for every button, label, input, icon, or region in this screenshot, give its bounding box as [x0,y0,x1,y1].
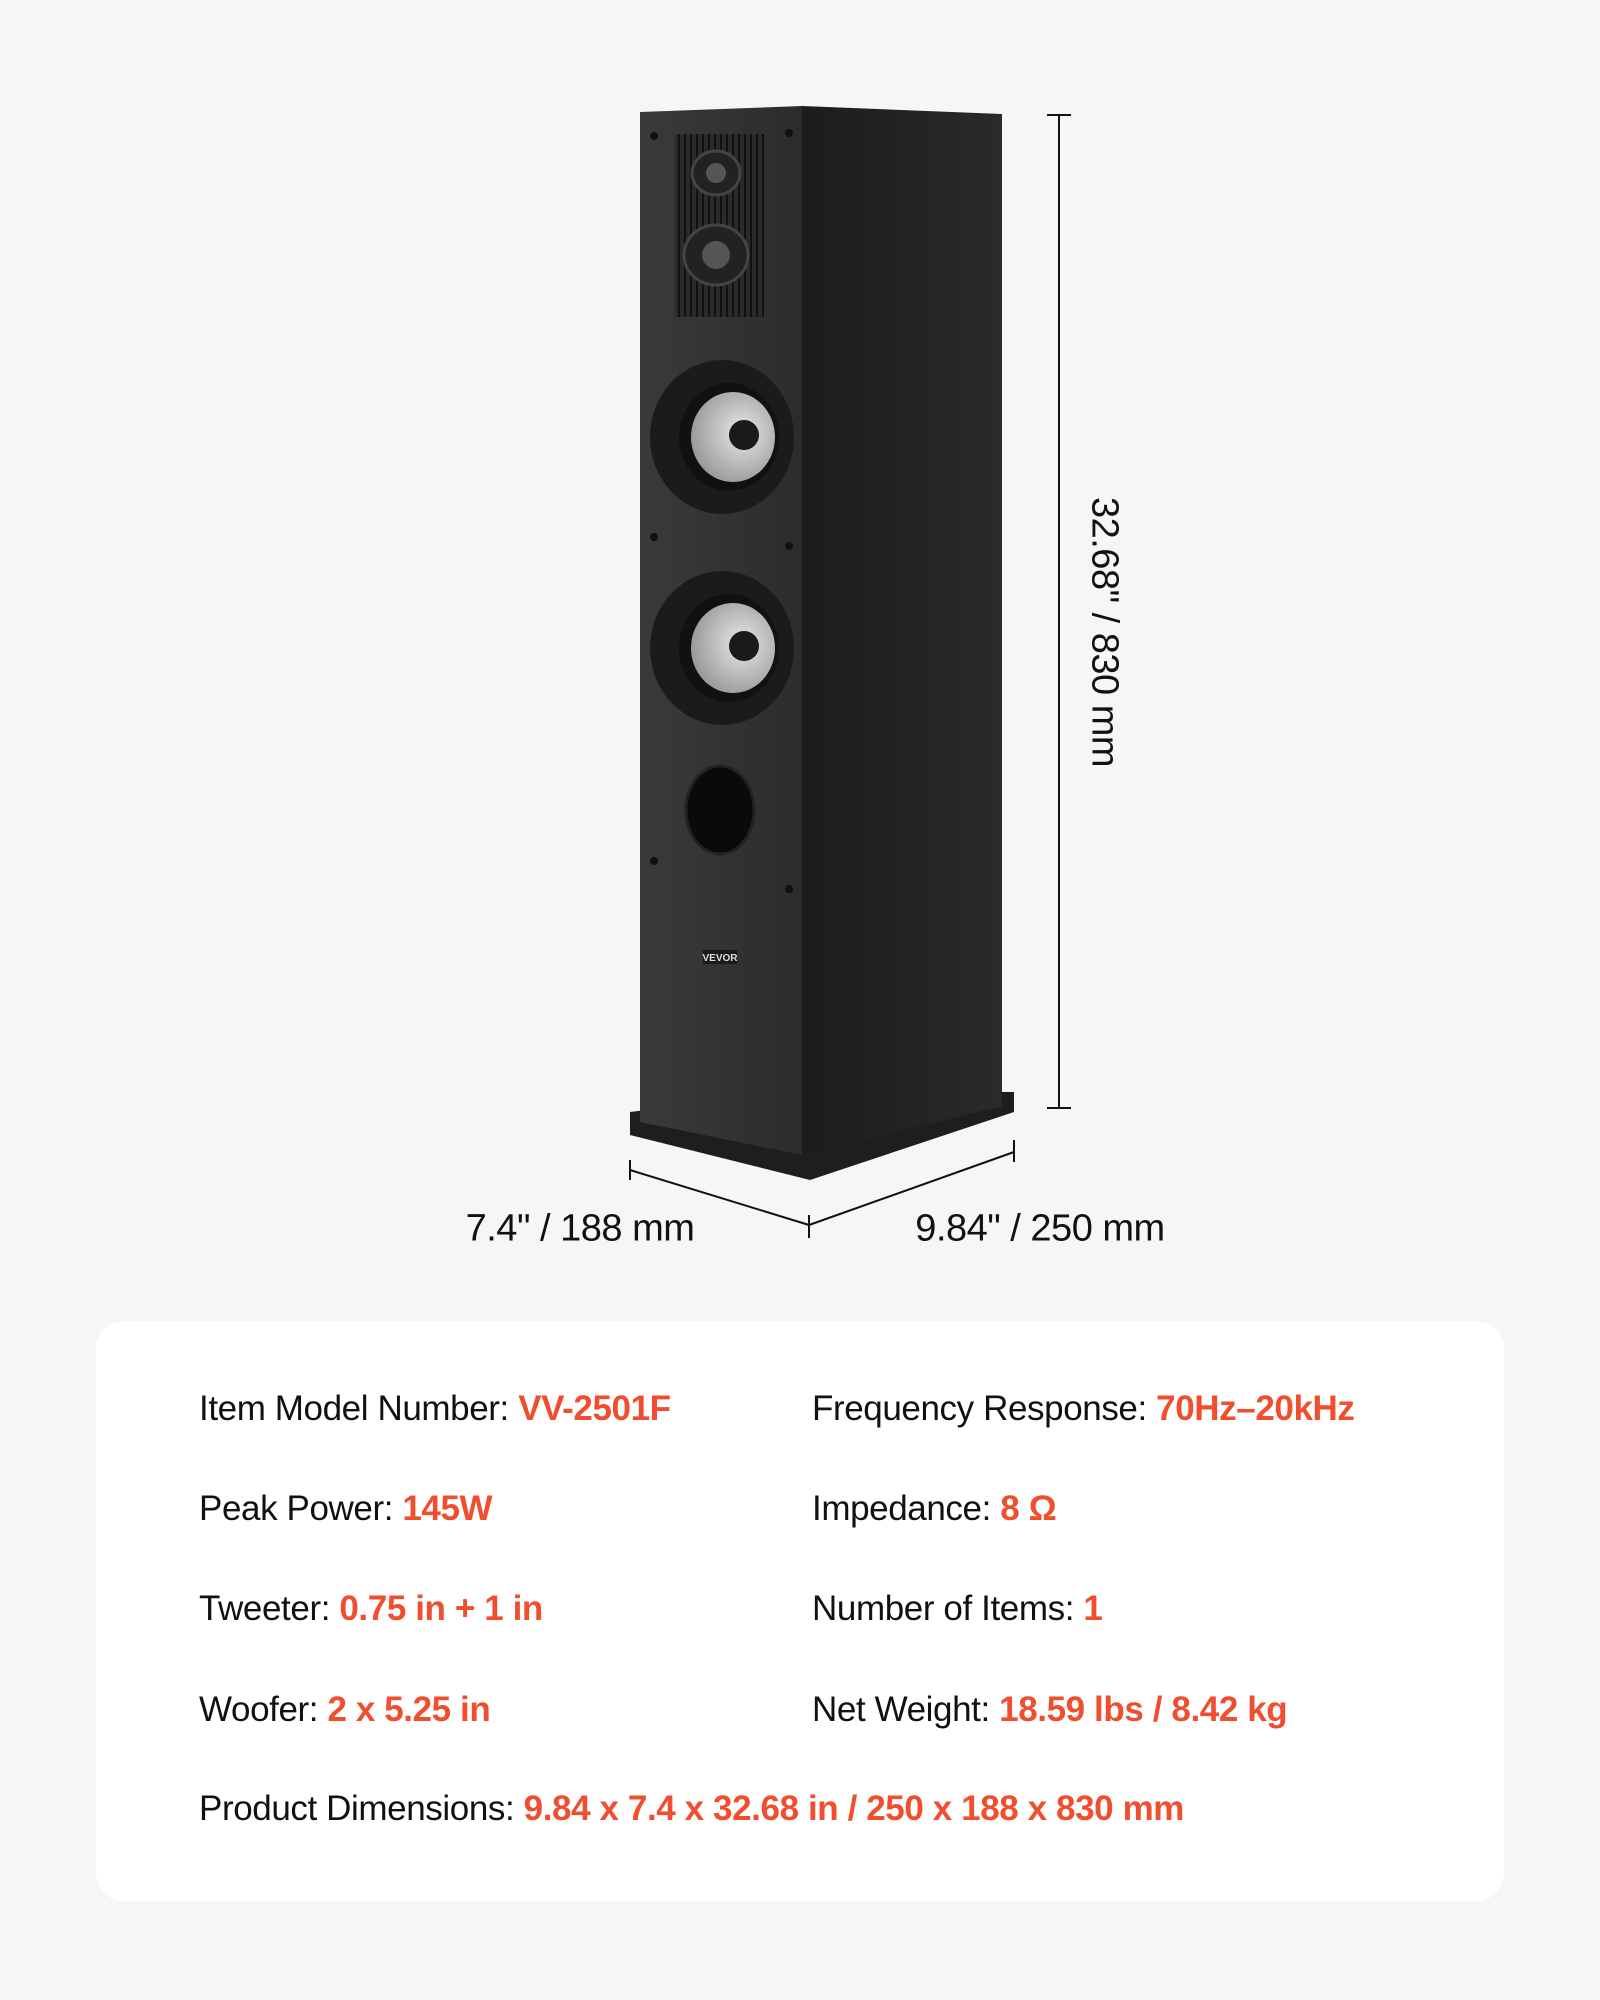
spec-impedance: Impedance: 8 Ω [812,1489,1057,1528]
tweeter-icon [682,149,750,287]
woofer-icon [650,360,794,514]
spec-tweeter: Tweeter: 0.75 in + 1 in [199,1589,543,1628]
height-dimension-label: 32.68" / 830 mm [1083,496,1126,768]
spec-model-number: Item Model Number: VV-2501F [199,1389,671,1428]
bass-port [684,764,756,856]
dimension-lines [629,114,1071,1238]
speaker-product-image: VEVOR [629,106,1071,1238]
screw-icon [650,129,793,893]
width-dimension-label: 9.84" / 250 mm [915,1207,1165,1250]
woofer-icon [650,571,794,725]
brand-logo [703,950,737,964]
spec-peak-power: Peak Power: 145W [199,1489,493,1528]
spec-frequency-response: Frequency Response: 70Hz–20kHz [812,1389,1355,1428]
speaker-side-panel [802,106,1002,1155]
spec-product-dimensions: Product Dimensions: 9.84 x 7.4 x 32.68 i… [199,1789,1185,1828]
depth-dimension-label: 7.4" / 188 mm [465,1207,695,1250]
spec-card: Item Model Number: VV-2501F Frequency Re… [96,1321,1504,1901]
spec-net-weight: Net Weight: 18.59 lbs / 8.42 kg [812,1690,1288,1729]
spec-number-of-items: Number of Items: 1 [812,1589,1103,1628]
svg-text:VEVOR: VEVOR [702,953,738,964]
spec-woofer: Woofer: 2 x 5.25 in [199,1690,491,1729]
